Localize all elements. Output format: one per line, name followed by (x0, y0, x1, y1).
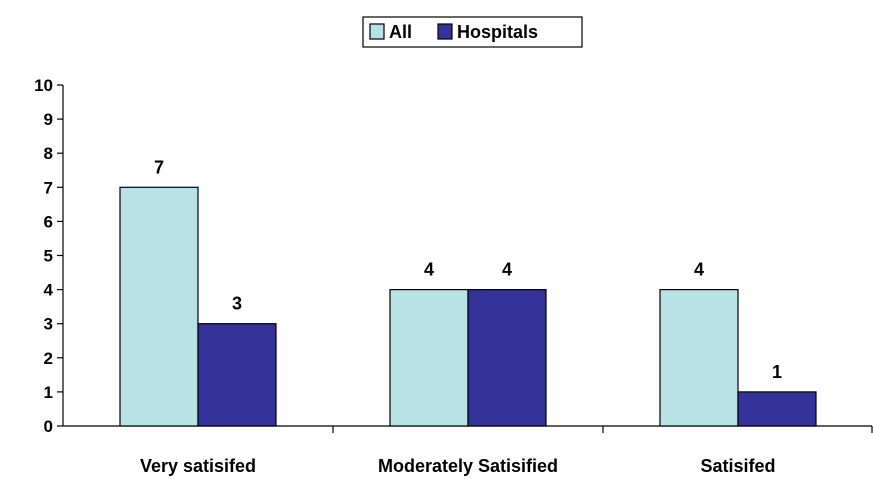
bar-hospitals (737, 391, 817, 427)
data-labels: 7 3 4 4 4 1 (154, 157, 782, 382)
data-label: 4 (424, 260, 434, 280)
legend-swatch-hospitals (437, 23, 453, 40)
y-tick-label: 9 (44, 110, 53, 129)
legend-label-hospitals: Hospitals (457, 22, 538, 42)
legend-label-all: All (389, 22, 412, 42)
x-category-label: Satisifed (700, 456, 775, 476)
legend-swatch-all (369, 23, 385, 40)
legend: All Hospitals (362, 16, 583, 48)
data-label: 4 (502, 260, 512, 280)
data-label: 7 (154, 157, 164, 177)
y-tick-label: 3 (44, 315, 53, 334)
y-tick-label: 6 (44, 212, 53, 231)
x-axis: Very satisifed Moderately Satisified Satis… (63, 425, 873, 476)
bar-hospitals (197, 323, 277, 427)
y-axis: 0 1 2 3 4 5 6 7 8 9 10 (34, 76, 64, 436)
legend-box (362, 16, 583, 48)
x-category-label: Moderately Satisified (378, 456, 558, 476)
x-category-label: Very satisifed (140, 456, 256, 476)
y-tick-label: 1 (44, 383, 53, 402)
y-tick-label: 0 (44, 417, 53, 436)
y-tick-label: 7 (44, 178, 53, 197)
bar-all (389, 289, 469, 427)
y-tick-label: 2 (44, 349, 53, 368)
y-tick-label: 8 (44, 144, 53, 163)
bar-all (119, 186, 199, 427)
data-label: 4 (694, 260, 704, 280)
bars (119, 186, 817, 427)
y-tick-label: 10 (34, 76, 53, 95)
bar-all (659, 289, 739, 427)
y-tick-label: 5 (44, 247, 53, 266)
data-label: 3 (232, 294, 242, 314)
bar-hospitals (467, 289, 547, 427)
data-label: 1 (772, 362, 782, 382)
y-tick-label: 4 (44, 281, 54, 300)
